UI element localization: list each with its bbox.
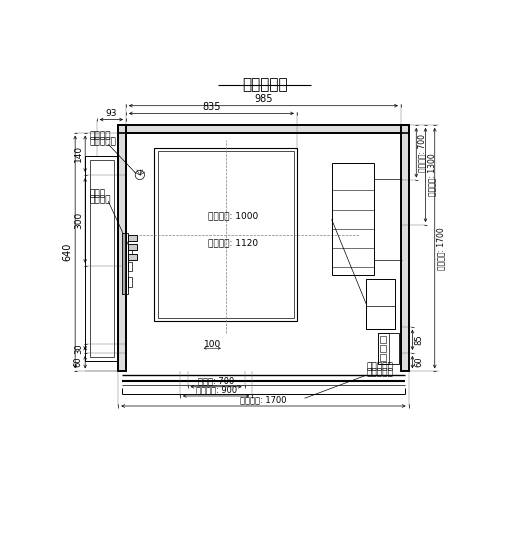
Bar — [128, 254, 137, 260]
Text: 轿厢深度: 1120: 轿厢深度: 1120 — [208, 238, 258, 247]
Text: 93: 93 — [105, 109, 117, 118]
Text: 60: 60 — [74, 357, 83, 367]
Bar — [128, 262, 132, 271]
Text: 轿厢宽度: 1000: 轿厢宽度: 1000 — [208, 211, 258, 220]
Bar — [401, 125, 408, 371]
Text: 140: 140 — [74, 145, 83, 162]
Bar — [401, 125, 408, 371]
Bar — [366, 279, 396, 329]
Bar — [366, 306, 396, 329]
Text: 井道照明: 井道照明 — [89, 132, 111, 141]
Bar — [331, 164, 374, 275]
Bar — [128, 235, 137, 241]
Text: 30: 30 — [74, 343, 83, 353]
Bar — [85, 156, 118, 361]
Bar — [155, 148, 297, 321]
Text: 随行电: 随行电 — [89, 189, 105, 198]
Bar — [380, 354, 386, 361]
Bar — [90, 160, 114, 357]
Text: 985: 985 — [254, 94, 272, 104]
Bar — [380, 345, 386, 352]
Text: 轿厢宽度: 700: 轿厢宽度: 700 — [418, 134, 427, 172]
Bar — [380, 336, 386, 343]
Text: 835: 835 — [202, 102, 221, 112]
Text: 300: 300 — [74, 212, 83, 229]
Bar — [118, 125, 408, 133]
Bar — [118, 125, 408, 133]
Text: 由客户自理: 由客户自理 — [89, 138, 116, 147]
Text: 85: 85 — [414, 334, 423, 345]
Bar — [122, 233, 125, 295]
Bar — [378, 333, 399, 363]
Text: 缆固定座: 缆固定座 — [89, 195, 111, 204]
Bar — [128, 235, 137, 241]
Bar — [128, 254, 137, 260]
Bar — [118, 125, 126, 371]
Text: 井道平面图: 井道平面图 — [242, 77, 287, 92]
Bar — [128, 246, 132, 256]
Bar — [118, 125, 126, 371]
Bar — [128, 244, 137, 250]
Bar — [122, 233, 128, 295]
Text: 轿厢深度: 1300: 轿厢深度: 1300 — [427, 153, 436, 197]
Text: 门洞宽度: 900: 门洞宽度: 900 — [195, 385, 237, 394]
Text: 开宽度: 700: 开宽度: 700 — [198, 376, 234, 385]
Text: 640: 640 — [63, 243, 73, 261]
Text: 井道宽度: 1700: 井道宽度: 1700 — [436, 227, 445, 269]
Text: 井道宽度: 1700: 井道宽度: 1700 — [240, 395, 286, 404]
Bar — [128, 277, 132, 287]
Bar — [378, 333, 389, 363]
Text: 混凝土填充: 混凝土填充 — [366, 362, 393, 371]
Text: 由客户自理: 由客户自理 — [366, 368, 393, 377]
Text: 60: 60 — [414, 357, 423, 367]
Bar — [158, 151, 294, 318]
Bar — [128, 244, 137, 250]
Text: 100: 100 — [204, 340, 221, 349]
